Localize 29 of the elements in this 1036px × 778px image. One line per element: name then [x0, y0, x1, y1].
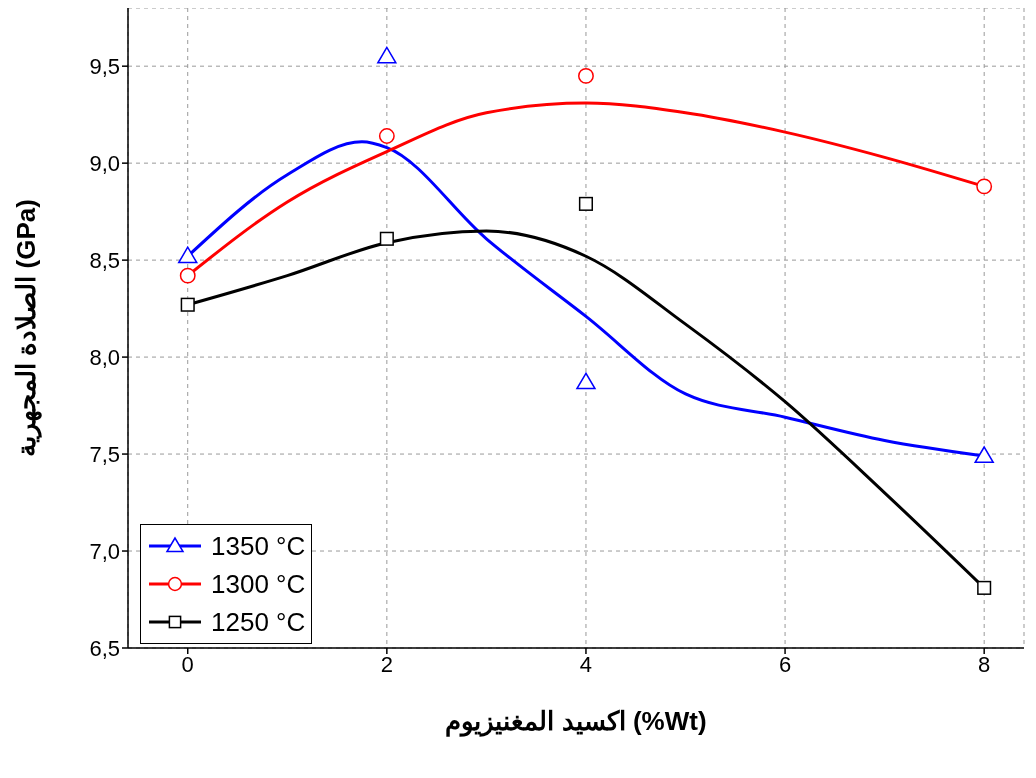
- x-tick-label: 8: [978, 651, 991, 677]
- point: [977, 580, 992, 595]
- x-tick-label: 2: [380, 651, 393, 677]
- legend-label: 1350 °C: [211, 530, 306, 563]
- y-tick-label: 9,5: [89, 53, 120, 79]
- y-tick-label: 7,5: [89, 441, 120, 467]
- y-tick-label: 6,5: [89, 635, 120, 661]
- y-tick-label: 8,0: [89, 344, 120, 370]
- legend-label: 1300 °C: [211, 568, 306, 601]
- point: [976, 178, 993, 195]
- legend-label: 1250 °C: [211, 606, 306, 639]
- x-axis-title: اكسيد المغنيزيوم (%Wt): [445, 706, 707, 737]
- point: [576, 372, 596, 390]
- y-axis-title: الصلادة المجهرية (GPa): [11, 199, 43, 457]
- x-tick-label: 4: [579, 651, 593, 677]
- point: [378, 128, 395, 144]
- y-tick-label: 8,5: [89, 247, 120, 273]
- x-tick-label: 0: [181, 651, 194, 677]
- point: [377, 46, 397, 64]
- point: [379, 231, 394, 246]
- y-tick-label: 9,0: [89, 150, 120, 176]
- point: [974, 446, 994, 464]
- point: [578, 196, 594, 211]
- point: [177, 246, 198, 264]
- point: [179, 267, 196, 284]
- x-tick-label: 6: [778, 651, 792, 677]
- y-tick-label: 7,0: [89, 538, 120, 564]
- point: [578, 67, 594, 84]
- point: [180, 297, 195, 312]
